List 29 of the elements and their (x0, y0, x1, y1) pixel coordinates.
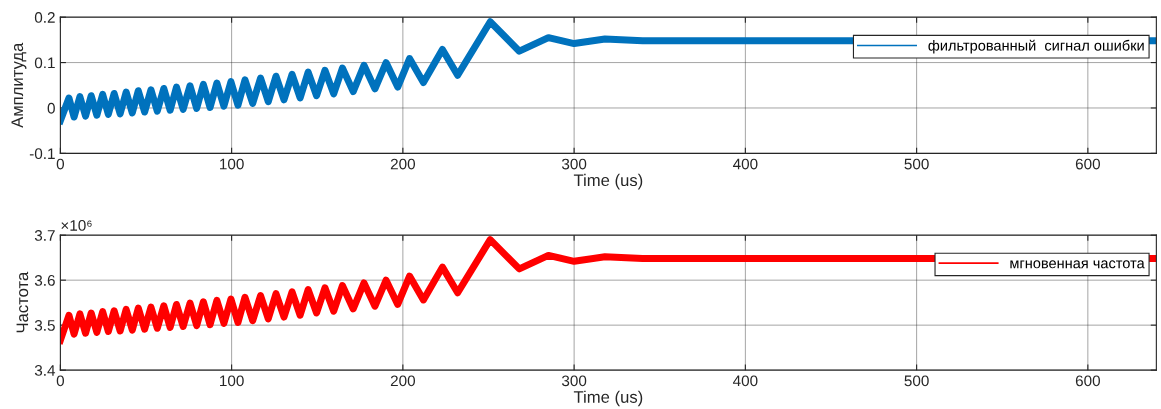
x-tick-label: 400 (732, 158, 758, 170)
y-tick-label: 0.1 (34, 57, 55, 69)
x-tick-label: 600 (1075, 158, 1101, 170)
y-tick-label: 0 (47, 102, 55, 114)
y-tick-label: 3.5 (34, 320, 55, 331)
x-axis-title: Time (us) (573, 173, 643, 190)
x-tick-label: 200 (390, 375, 416, 387)
y-tick-label: 3.7 (34, 230, 55, 241)
x-tick-label: 400 (732, 375, 758, 387)
x-tick-label: 200 (390, 158, 416, 170)
legend-label: мгновенная частота (1010, 260, 1145, 269)
y-axis-title: Частота (16, 271, 29, 333)
x-tick-label: 100 (220, 375, 244, 387)
y-tick-label: 0.2 (34, 12, 55, 23)
x-tick-label: 500 (904, 158, 929, 170)
y-tick-label: 3.4 (34, 365, 56, 376)
x-tick-label: 500 (904, 375, 929, 387)
x-tick-label: 100 (220, 158, 244, 170)
x-tick-label: 300 (561, 158, 587, 170)
y-axis-title: Амплитуда (11, 42, 27, 128)
text: ×10⁶ (61, 219, 92, 231)
x-axis-title: Time (us) (573, 390, 643, 407)
x-tick-label: 0 (56, 158, 65, 170)
x-tick-label: 600 (1075, 375, 1101, 387)
legend-label: фильтрованный сигнал ошибки (928, 39, 1144, 54)
y-tick-label: 3.6 (34, 275, 55, 286)
x-tick-label: 0 (56, 375, 65, 387)
x-tick-label: 300 (561, 375, 587, 387)
y-tick-label: -0.1 (29, 148, 55, 160)
